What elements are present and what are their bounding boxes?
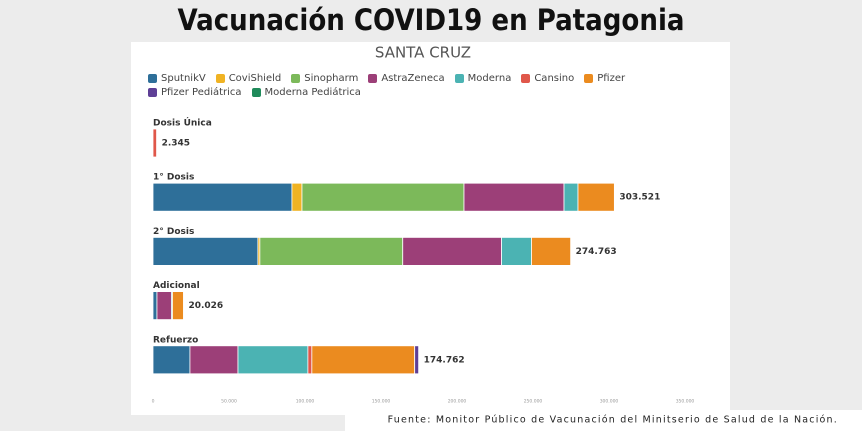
legend-swatch xyxy=(148,88,157,97)
bar-segment xyxy=(531,236,572,266)
legend-label: CoviShield xyxy=(228,73,282,84)
bar-segment xyxy=(307,345,313,375)
legend-label: Sinopharm xyxy=(304,73,359,84)
bar-segment xyxy=(152,182,293,212)
legend-item: Sinopharm xyxy=(291,73,358,84)
category-label: Adicional xyxy=(153,281,200,291)
total-label: 20.026 xyxy=(188,301,223,311)
bar-segment xyxy=(259,236,404,266)
legend-swatch xyxy=(251,88,261,97)
source: Fuente: Monitor Público de Vacunación de… xyxy=(388,415,838,426)
total-label: 2.345 xyxy=(162,139,190,149)
legend-item: SputnikV xyxy=(148,73,206,84)
bar-segment xyxy=(563,182,579,212)
legend-label: Moderna Pediátrica xyxy=(264,87,361,98)
legend-swatch xyxy=(368,74,378,83)
source-bg xyxy=(345,410,862,431)
legend-item: Pfizer xyxy=(584,73,625,84)
legend-label: Pfizer xyxy=(597,73,626,84)
total-label: 174.762 xyxy=(424,355,465,365)
bar-segment xyxy=(577,182,615,212)
category-label: Refuerzo xyxy=(153,335,198,345)
x-tick-label: 150.000 xyxy=(372,399,391,405)
chart-subtitle: SANTA CRUZ xyxy=(375,44,471,62)
legend-swatch xyxy=(148,74,157,83)
chart-title: Vacunación COVID19 en Patagonia xyxy=(178,3,685,37)
bar-segment xyxy=(414,345,420,375)
legend-item: Moderna xyxy=(454,73,512,84)
legend-item: Cansino xyxy=(521,73,574,84)
bar-segment xyxy=(152,128,157,158)
x-tick-label: 350.000 xyxy=(676,399,695,405)
bar-segment xyxy=(301,182,465,212)
legend-label: AstraZeneca xyxy=(381,73,445,84)
bar-segment xyxy=(152,345,191,375)
bar-segment xyxy=(189,345,239,375)
bar-segment xyxy=(402,236,502,266)
legend-swatch xyxy=(215,74,225,83)
legend-label: Pfizer Pediátrica xyxy=(161,87,242,98)
x-tick-label: 250.000 xyxy=(524,399,543,405)
bar-segment xyxy=(152,291,158,321)
category-label: 1° Dosis xyxy=(153,173,194,183)
bar-segment xyxy=(501,236,532,266)
category-label: Dosis Única xyxy=(153,117,212,129)
legend-item: AstraZeneca xyxy=(368,73,445,84)
bar-segment xyxy=(156,291,172,321)
total-label: 274.763 xyxy=(576,247,617,257)
x-tick-label: 300.000 xyxy=(600,399,619,405)
legend-label: Cansino xyxy=(534,73,575,84)
x-tick-label: 0 xyxy=(152,399,155,405)
bar-segment xyxy=(237,345,309,375)
legend-swatch xyxy=(584,74,594,83)
x-tick-label: 100.000 xyxy=(296,399,315,405)
legend: SputnikV CoviShield Sinopharm AstraZeneca Mo… xyxy=(148,73,708,98)
bar-segment xyxy=(463,182,565,212)
legend-label: SputnikV xyxy=(161,73,206,84)
bar-segment xyxy=(152,236,259,266)
x-tick-label: 200.000 xyxy=(448,399,467,405)
legend-swatch xyxy=(291,74,301,83)
legend-label: Moderna xyxy=(467,73,512,84)
legend-item: CoviShield xyxy=(215,73,282,84)
bar-segment xyxy=(291,182,303,212)
bar-segment xyxy=(311,345,416,375)
legend-swatch xyxy=(521,74,531,83)
category-label: 2° Dosis xyxy=(153,227,194,237)
bar-segment xyxy=(172,291,184,321)
legend-item: Moderna Pediátrica xyxy=(251,87,361,98)
total-label: 303.521 xyxy=(619,193,660,203)
x-tick-label: 50.000 xyxy=(221,399,237,405)
legend-swatch xyxy=(454,74,464,83)
legend-item: Pfizer Pediátrica xyxy=(148,87,242,98)
